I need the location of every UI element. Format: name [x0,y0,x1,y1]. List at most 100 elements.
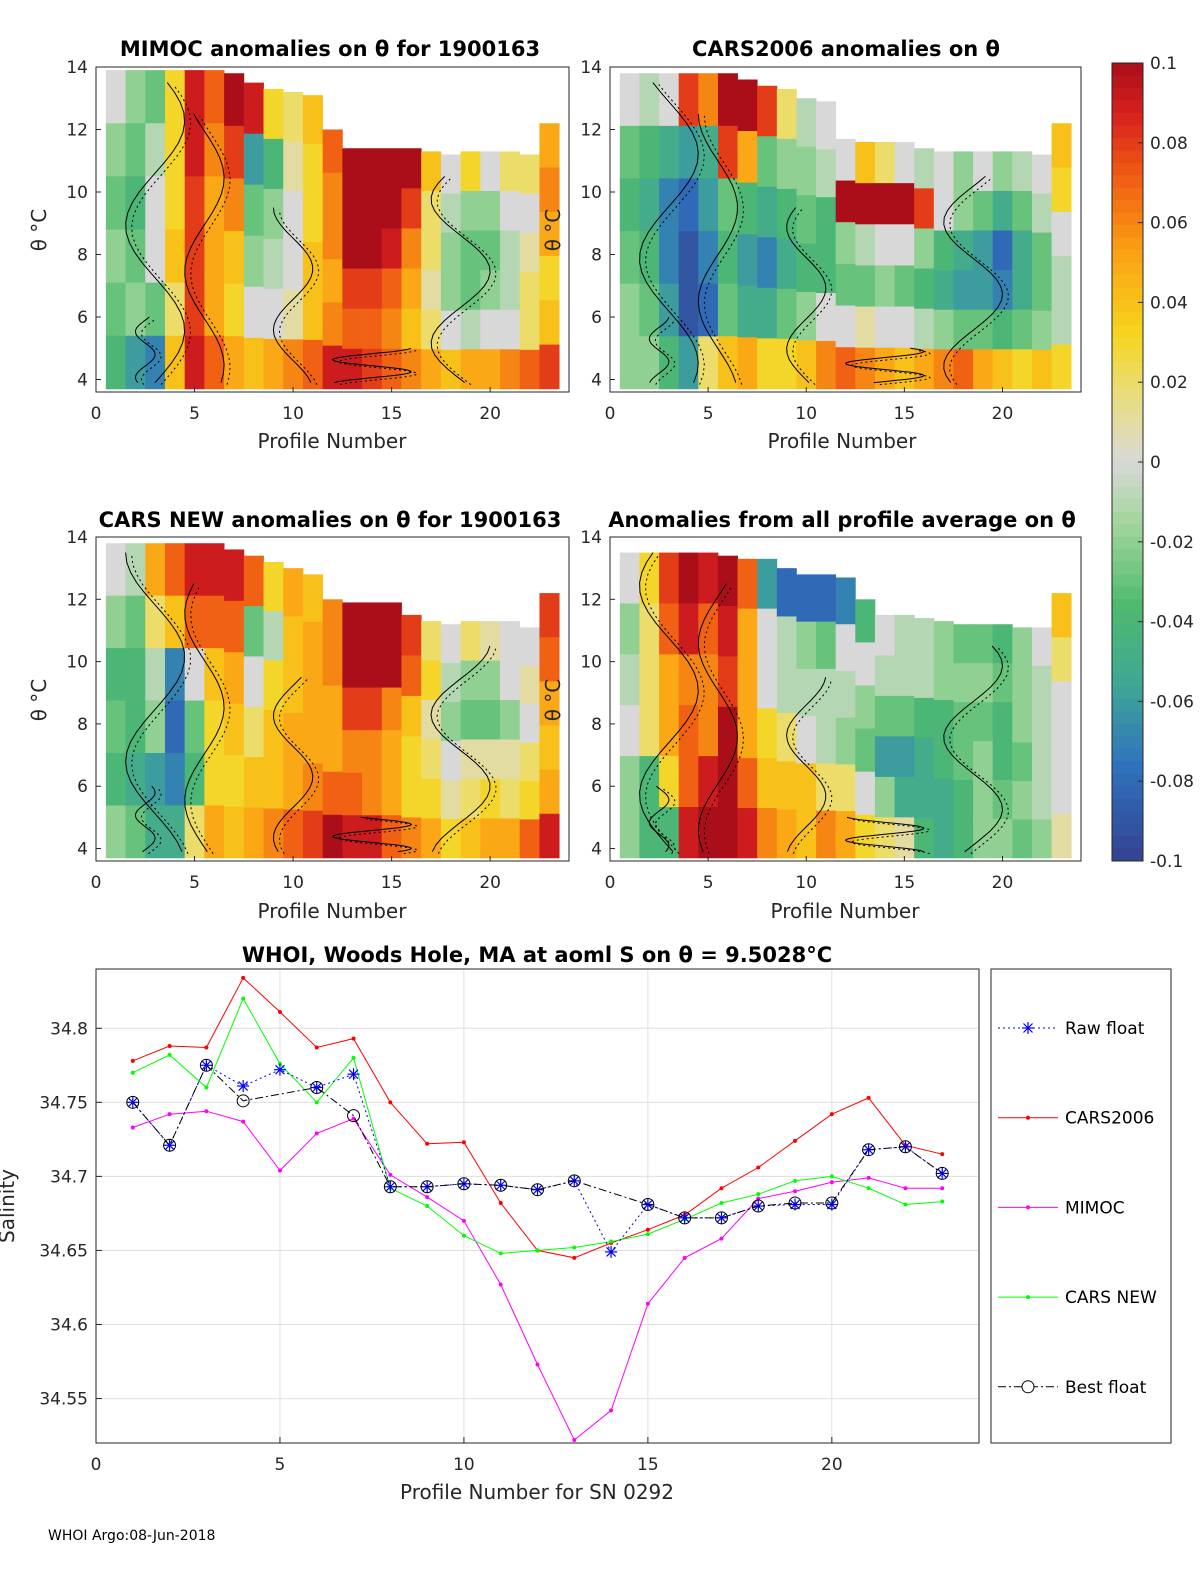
heatmap-cell [816,621,837,670]
heatmap-panel-cars2006: 0 5 10 15 20 4 6 8 10 12 14 CARS2006 anomalies on … [541,37,1082,453]
heatmap-cell [480,621,501,661]
heatmap-cell [145,282,166,337]
heatmap-cell [480,818,501,859]
heatmap-cell [539,637,560,682]
heatmap-cell [914,348,935,390]
heatmap-cell [539,256,560,301]
heatmap-cell [362,730,383,774]
heatmap-cell [933,818,954,859]
data-point [241,1119,246,1124]
colorbar-step [1112,362,1143,376]
heatmap-cell [125,805,146,859]
star-stroke [164,1140,175,1151]
heatmap-cell [992,818,1013,859]
heatmap-panel-cars-new: 0 5 10 15 20 4 6 8 10 12 14 CARS NEW anomalies on … [27,508,570,923]
legend-label: CARS2006 [1065,1109,1154,1129]
heatmap-cell [1012,627,1033,667]
heatmap-cell [145,335,166,390]
heatmap-cell [322,642,343,686]
y-tick-label: 34.55 [39,1390,88,1410]
data-point [461,1233,466,1238]
heatmap-cell [992,309,1013,350]
heatmap-cell [263,288,284,340]
heatmap-cell [105,543,126,597]
heatmap-cell [816,101,837,150]
heatmap-cell [1012,230,1033,271]
data-point [498,1251,503,1256]
heatmap-cell [243,757,264,808]
heatmap-cell [184,543,205,597]
heatmap-cell [519,781,540,820]
heatmap-cell [263,759,284,809]
heatmap-cell [757,186,778,238]
heatmap-cell [105,282,126,337]
contour-line-dotted [190,115,231,385]
heatmap-cell [105,335,126,390]
heatmap-cell [796,292,817,341]
y-tick-label: 8 [77,246,88,266]
heatmap-cell [698,283,719,337]
heatmap-cell [816,245,837,294]
heatmap-cell [362,308,383,350]
heatmap-cell [1031,154,1052,194]
legend-label: CARS NEW [1065,1288,1157,1308]
heatmap-cell [796,668,817,717]
heatmap-cell [460,818,481,859]
heatmap-cell [401,308,422,350]
y-tick-label: 4 [77,840,88,860]
heatmap-cell [816,293,837,342]
heatmap-cell [1031,704,1052,744]
heatmap-cell [145,753,166,806]
heatmap-cell [519,819,540,859]
heatmap-cell [894,306,915,349]
y-axis-label: θ °C [27,679,51,722]
heatmap-cell [835,138,856,181]
y-tick-label: 12 [580,590,602,610]
heatmap-cell [381,687,402,731]
contour-line [184,113,225,383]
contour-line-dotted [645,84,705,385]
heatmap-cell [362,815,383,859]
heatmap-cell [440,154,462,194]
heatmap-cell [302,621,324,670]
y-tick-label: 34.75 [39,1093,88,1113]
heatmap-cell [302,763,324,812]
heatmap-cell [500,309,521,350]
heatmap-cell [283,190,304,241]
heatmap-cell [421,660,442,701]
legend-item: CARS2006 [998,1109,1154,1129]
heatmap-cell [894,265,915,307]
heatmap-cell [342,645,363,688]
legend-item: MIMOC [998,1198,1125,1218]
legend-items: Raw float CARS2006 MIMOC CARS NEW Best float [998,1019,1157,1398]
heatmap-cell [1051,725,1072,771]
colorbar-step [1112,611,1143,625]
data-point [163,1138,177,1152]
colorbar-step [1112,399,1143,413]
heatmap-cell [757,136,778,188]
heatmap-cell [816,763,837,812]
x-tick-label: 5 [703,404,714,424]
heatmap-cell [283,339,304,390]
heatmap-cell [302,290,324,341]
data-point [829,1174,834,1179]
heatmap-cell [421,700,442,740]
heatmap-cell [204,70,225,124]
y-tick-label: 8 [591,246,602,266]
x-tick-label: 0 [91,873,102,893]
legend-marker [1023,1023,1033,1033]
heatmap-cell [737,79,758,132]
heatmap-cell [1031,742,1052,782]
x-axis-label: Profile Number [258,899,408,923]
heatmap-cell [874,142,895,184]
heatmap-cell [992,663,1013,703]
heatmap-cell [1031,193,1052,234]
heatmap-cell [125,335,146,390]
data-point [678,1211,692,1225]
heatmap-cell [757,758,778,809]
x-tick-label: 20 [479,404,501,424]
contour-line [648,316,670,383]
heatmap-cell [953,190,974,231]
heatmap-panel-all-profile-average: 0 5 10 15 20 4 6 8 10 12 14 Anomalies from all pro… [541,508,1082,923]
contour-line [786,207,827,383]
